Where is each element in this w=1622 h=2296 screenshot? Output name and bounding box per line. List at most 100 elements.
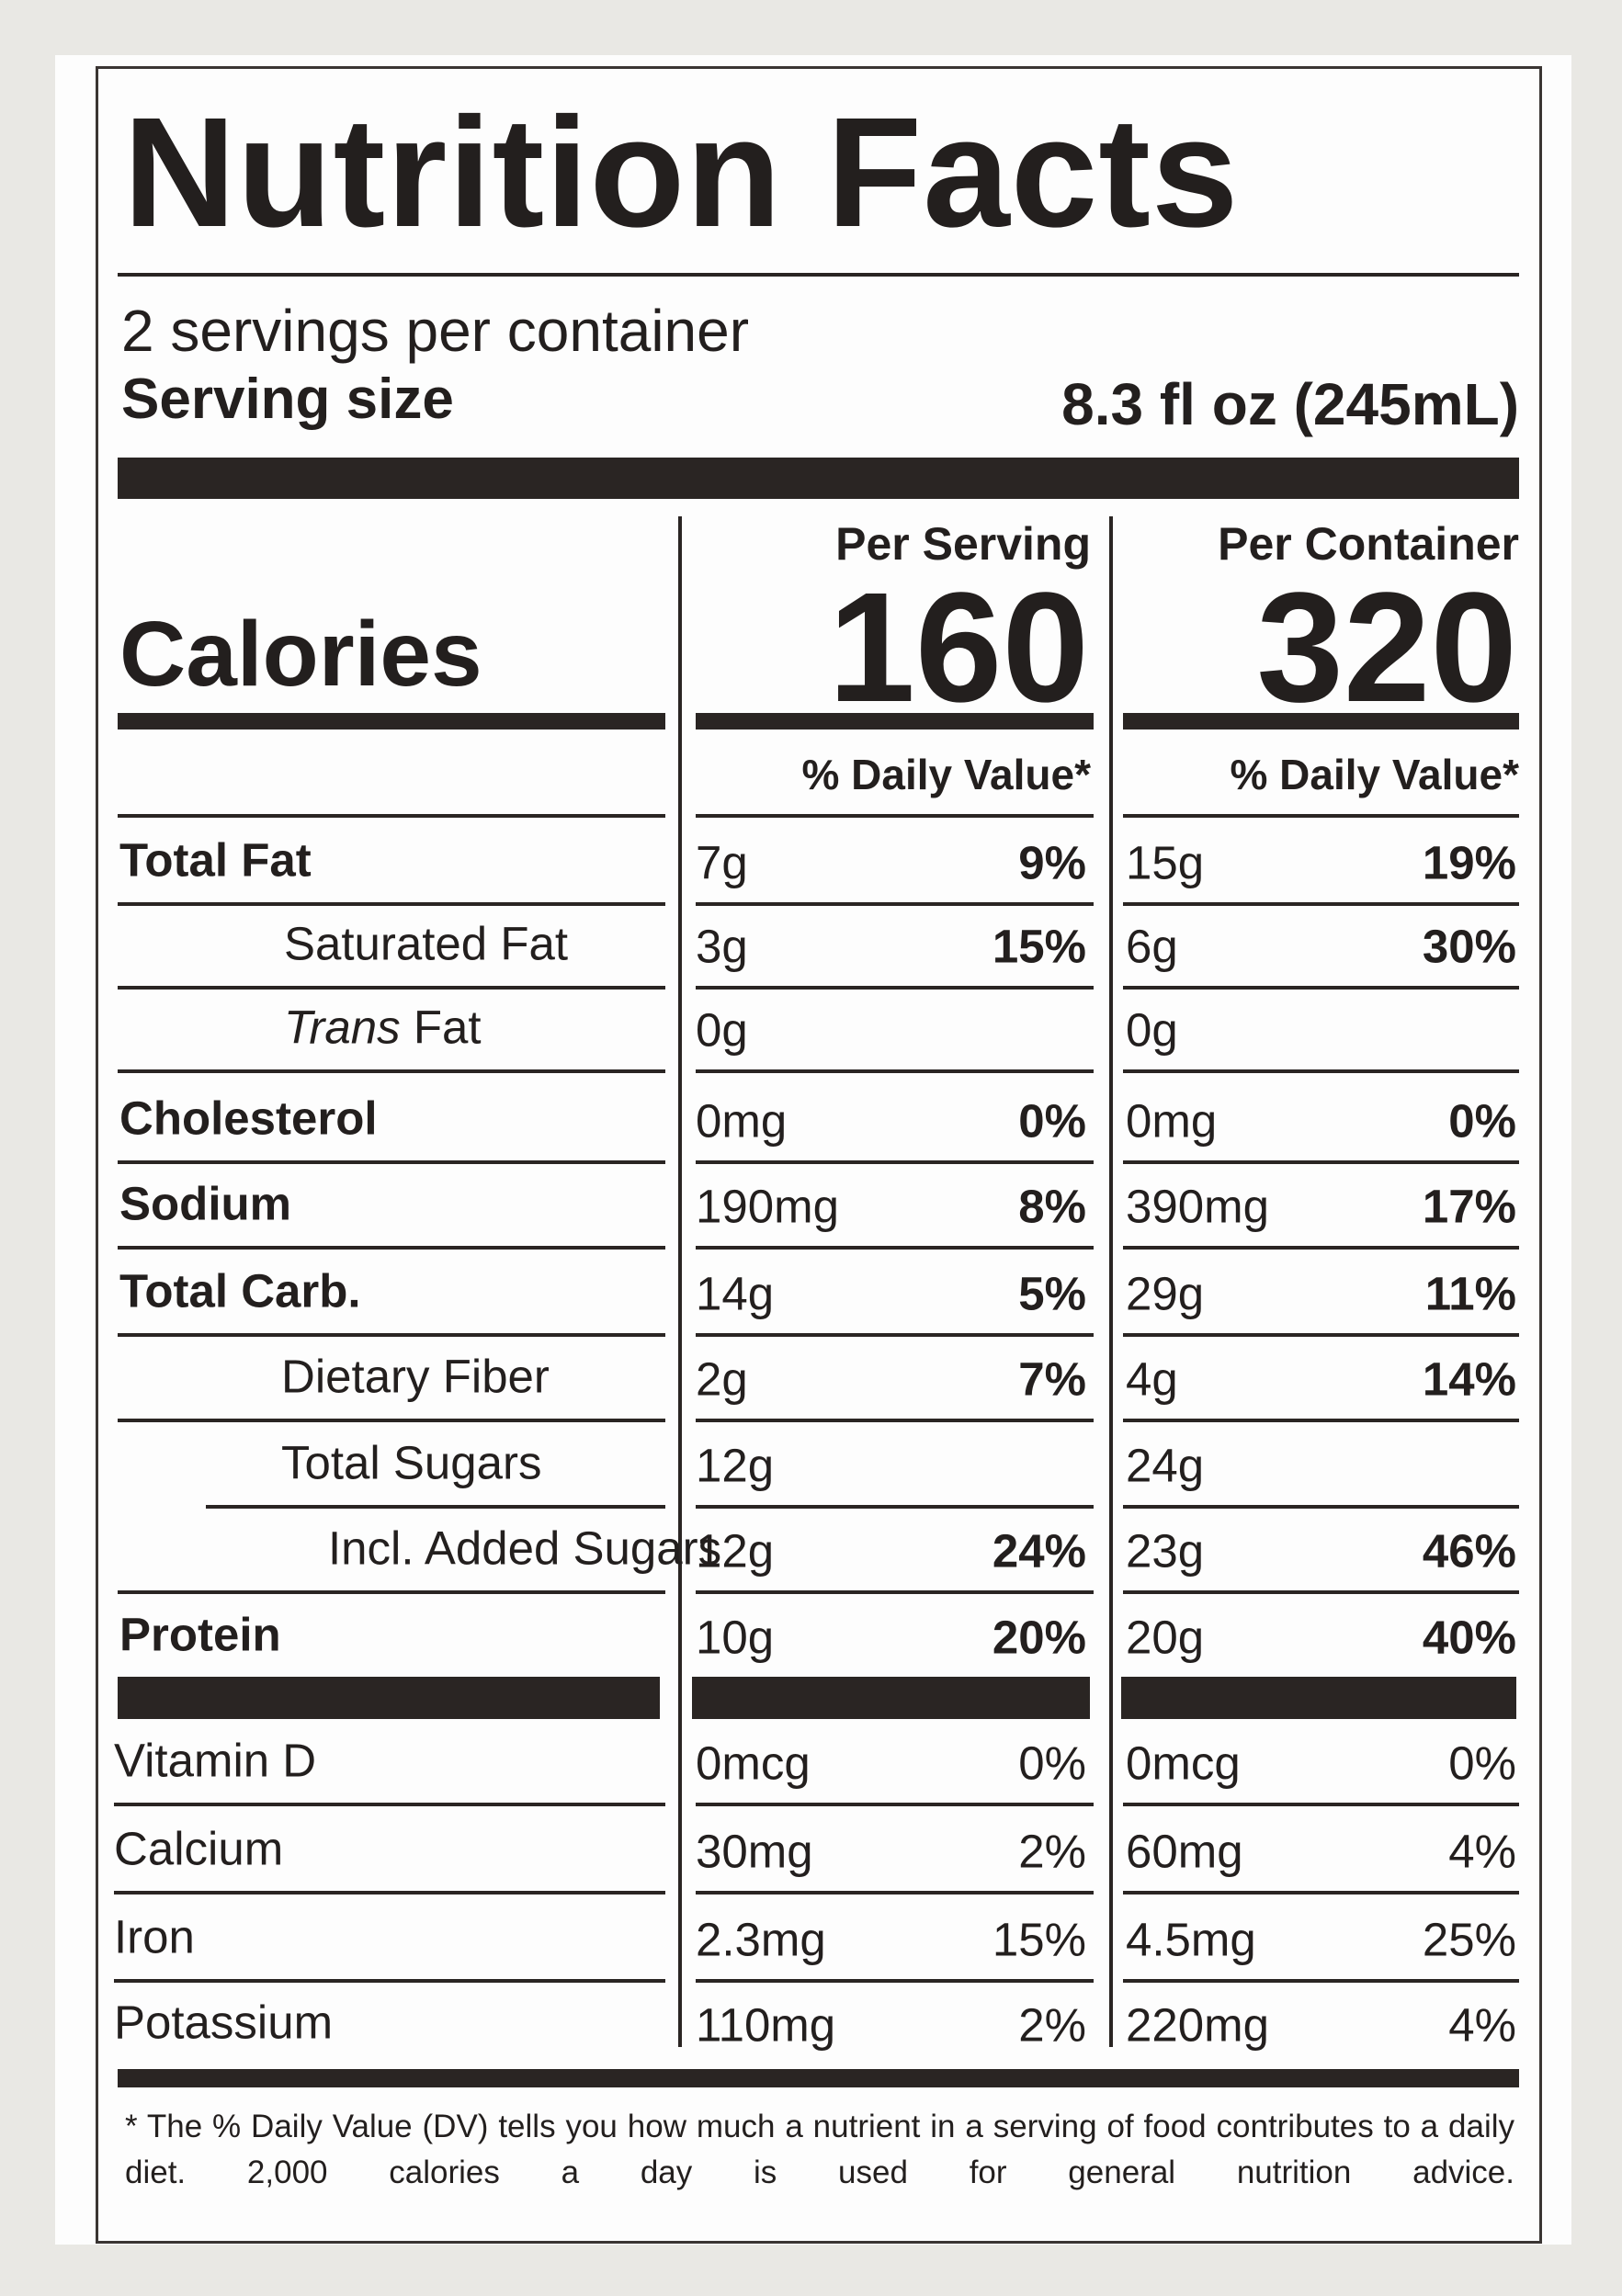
servings: 2 servings per container — [121, 298, 750, 364]
amount: 0mg — [696, 1094, 788, 1148]
nutrient-label: Protein — [119, 1612, 281, 1658]
nutrient-label: Total Carb. — [119, 1268, 361, 1315]
rule — [696, 902, 1094, 906]
rule — [1123, 1505, 1519, 1509]
amount: 12g — [696, 1524, 775, 1578]
amount: 60mg — [1126, 1825, 1243, 1878]
rule — [1123, 902, 1519, 906]
title: Nutrition Facts — [123, 85, 1240, 260]
amount: 20g — [1126, 1611, 1205, 1664]
rule — [118, 814, 665, 818]
amount: 0mcg — [1126, 1736, 1241, 1790]
nutrient-label: Potassium — [114, 1999, 333, 2046]
rule — [118, 902, 665, 906]
rule — [696, 1590, 1094, 1594]
amount: 2g — [696, 1352, 748, 1406]
rule — [1123, 1069, 1519, 1073]
rule — [1123, 986, 1519, 990]
label-text: Potassium — [114, 1996, 334, 2049]
daily-value: 15% — [992, 920, 1086, 973]
rule — [1123, 1419, 1519, 1422]
footnote: * The % Daily Value (DV) tells you how m… — [125, 2109, 1514, 2190]
amount: 0g — [1126, 1003, 1178, 1057]
daily-value: 2% — [1018, 1998, 1086, 2052]
daily-value: 14% — [1422, 1352, 1516, 1406]
nutrient-label: Iron — [114, 1914, 195, 1961]
serving-size-value: 8.3 fl oz (245mL) — [1061, 371, 1519, 437]
nutrient-label: Total Fat — [119, 837, 312, 884]
rule — [1121, 1677, 1516, 1719]
label-text: Dietary Fiber — [281, 1350, 550, 1403]
nutrient-label: Dietary Fiber — [281, 1353, 550, 1400]
daily-value: 7% — [1018, 1352, 1086, 1406]
daily-value: 0% — [1018, 1736, 1086, 1790]
column-divider — [678, 516, 682, 2047]
amount: 14g — [696, 1267, 775, 1320]
calories-value: 320 — [1256, 560, 1517, 735]
rule — [1123, 1590, 1519, 1594]
rule — [1123, 1246, 1519, 1250]
calories-value: 160 — [828, 560, 1089, 735]
amount: 29g — [1126, 1267, 1205, 1320]
label-text: Total Carb. — [119, 1264, 361, 1318]
daily-value: 2% — [1018, 1825, 1086, 1878]
rule — [118, 1333, 665, 1337]
daily-value: 15% — [992, 1913, 1086, 1966]
rule — [696, 1803, 1094, 1806]
rule — [206, 1505, 665, 1509]
thick-rule — [118, 2069, 1519, 2087]
rule — [118, 1160, 665, 1164]
thick-rule — [118, 458, 1519, 499]
rule — [696, 1333, 1094, 1337]
rule — [696, 1419, 1094, 1422]
rule — [114, 1979, 665, 1983]
rule — [118, 986, 665, 990]
rule — [692, 1677, 1090, 1719]
rule — [1123, 1803, 1519, 1806]
rule — [696, 1505, 1094, 1509]
rule — [118, 273, 1519, 277]
rule — [696, 1891, 1094, 1894]
daily-value: 25% — [1422, 1913, 1516, 1966]
rule — [696, 1979, 1094, 1983]
daily-value: 30% — [1422, 920, 1516, 973]
amount: 7g — [696, 836, 748, 889]
amount: 0g — [696, 1003, 748, 1057]
nutrient-label: Calcium — [114, 1826, 283, 1872]
label-italic: Trans — [284, 1001, 401, 1054]
nutrient-label: Sodium — [119, 1181, 291, 1227]
nutrient-label: Incl. Added Sugars — [328, 1525, 721, 1572]
daily-value: 0% — [1018, 1094, 1086, 1148]
daily-value: 9% — [1018, 836, 1086, 889]
amount: 190mg — [696, 1180, 839, 1233]
rule — [696, 814, 1094, 818]
rule — [1123, 1979, 1519, 1983]
nutrient-label: Saturated Fat — [284, 921, 568, 967]
amount: 0mcg — [696, 1736, 811, 1790]
rule — [118, 713, 665, 730]
rule — [696, 986, 1094, 990]
amount: 0mg — [1126, 1094, 1218, 1148]
label-text: Total Fat — [119, 833, 312, 887]
rule — [696, 1069, 1094, 1073]
nutrient-label: Trans Fat — [284, 1004, 482, 1051]
label-text: Cholesterol — [119, 1091, 378, 1145]
rule — [114, 1891, 665, 1894]
dv-header: % Daily Value* — [801, 751, 1092, 798]
daily-value: 4% — [1448, 1825, 1516, 1878]
amount: 2.3mg — [696, 1913, 826, 1966]
column-divider — [1109, 516, 1113, 2047]
rule — [1123, 713, 1519, 730]
daily-value: 19% — [1422, 836, 1516, 889]
amount: 220mg — [1126, 1998, 1269, 2052]
label-frame — [96, 66, 1542, 2244]
amount: 110mg — [696, 1998, 836, 2052]
rule — [118, 1246, 665, 1250]
daily-value: 5% — [1018, 1267, 1086, 1320]
daily-value: 4% — [1448, 1998, 1516, 2052]
amount: 6g — [1126, 920, 1178, 973]
nutrient-label: Vitamin D — [114, 1737, 316, 1784]
daily-value: 40% — [1422, 1611, 1516, 1664]
label-text: Fat — [413, 1001, 482, 1054]
label-text: Calcium — [114, 1822, 284, 1875]
